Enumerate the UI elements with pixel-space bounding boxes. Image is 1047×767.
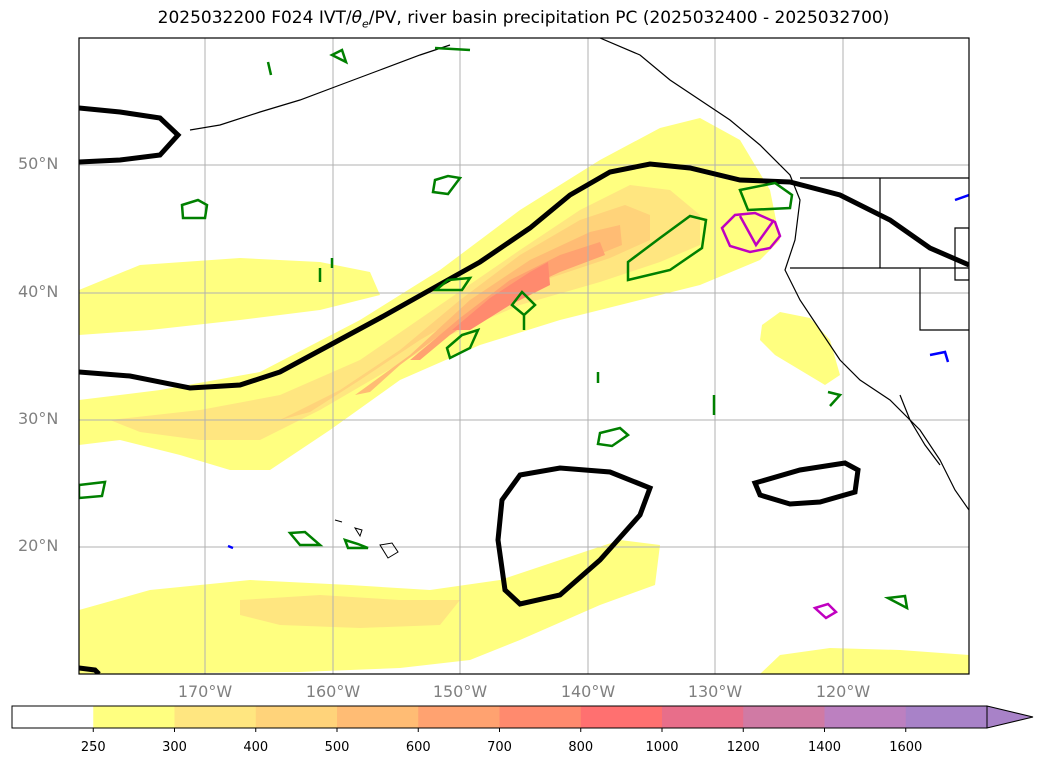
lon-label-160w: 160°W [305,682,361,701]
colorbar-tick-label: 1600 [889,740,923,755]
colorbar-extend-arrow [986,705,1034,729]
colorbar-cell [12,706,94,728]
colorbar-cell [337,706,419,728]
lon-label-140w: 140°W [560,682,616,701]
map-frame [78,37,970,675]
colorbar-cell [824,706,907,728]
colorbar-cell [499,706,582,728]
colorbar-cell [93,706,175,728]
map-title: 2025032200 F024 IVT/θe/PV, river basin p… [157,8,890,31]
colorbar-tick-label: 1400 [807,740,842,755]
pv-contour-northwest [79,105,182,165]
lat-label-50n: 50°N [18,154,59,173]
graticule [79,38,969,674]
colorbar-tick-label: 250 [80,740,106,755]
pv-contours [79,105,969,674]
lon-label-170w: 170°W [177,682,233,701]
lon-label-130w: 130°W [687,682,743,701]
pv-contour-main [79,161,969,391]
colorbar-cell [255,706,338,728]
map-canvas [78,37,970,675]
baja-peninsula [899,394,941,466]
colorbar-tick-label: 500 [324,740,350,755]
north-america-coast [599,38,969,511]
magenta-contours [720,211,839,620]
colorbar-cell [174,706,257,728]
colorbar-cell [418,706,500,728]
pv-contour-east-loop [751,460,861,507]
coastlines [189,38,969,511]
ivt-250-band-se [760,648,969,674]
alaska-aleutian-coast [189,44,451,131]
colorbar-cell [580,706,663,728]
hawaii-islands [334,519,399,559]
theta-e-contours [79,46,909,611]
colorbar-tick-label: 1200 [726,740,760,755]
lat-label-20n: 20°N [18,536,59,555]
ivt-700-band [452,262,550,330]
ivt-300-south [240,595,460,628]
colorbar-tick-label: 700 [487,740,512,755]
colorbar-cell [662,706,744,728]
lat-label-30n: 30°N [18,409,59,428]
lat-label-40n: 40°N [18,282,59,301]
colorbar-cell [743,706,825,728]
colorbar-tick-label: 1000 [645,740,679,755]
colorbar-tick-label: 300 [162,740,187,755]
pv-contour-corner [79,665,101,674]
colorbar-tick-label: 400 [243,740,269,755]
us-state-borders [790,177,969,331]
blue-contours [227,193,969,550]
colorbar [11,705,1034,732]
colorbar-frame [11,705,988,729]
ivt-250-band-west [79,258,380,335]
colorbar-cell [905,706,988,728]
colorbar-tick-label: 800 [568,740,594,755]
colorbar-tick-label: 600 [405,740,431,755]
pv-contour-south-loop [495,465,654,607]
lon-label-120w: 120°W [815,682,871,701]
lon-label-150w: 150°W [432,682,488,701]
ivt-600-band [410,242,605,360]
